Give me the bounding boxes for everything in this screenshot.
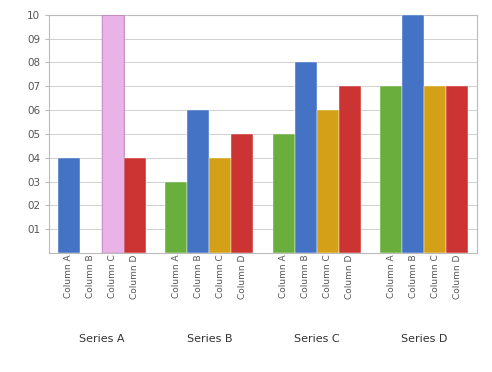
- Text: Series A: Series A: [79, 334, 125, 343]
- Bar: [295, 62, 317, 253]
- Text: Series C: Series C: [294, 334, 340, 343]
- Bar: [231, 134, 253, 253]
- Text: Series D: Series D: [401, 334, 448, 343]
- Bar: [210, 158, 231, 253]
- Bar: [187, 110, 210, 253]
- Bar: [273, 134, 295, 253]
- Bar: [446, 86, 468, 253]
- Bar: [425, 86, 446, 253]
- Bar: [102, 15, 124, 253]
- Bar: [380, 86, 402, 253]
- Bar: [102, 15, 124, 253]
- Bar: [165, 182, 187, 253]
- Text: Series B: Series B: [187, 334, 232, 343]
- Bar: [124, 158, 146, 253]
- Bar: [339, 86, 361, 253]
- Bar: [58, 158, 80, 253]
- Bar: [402, 15, 425, 253]
- Bar: [317, 110, 339, 253]
